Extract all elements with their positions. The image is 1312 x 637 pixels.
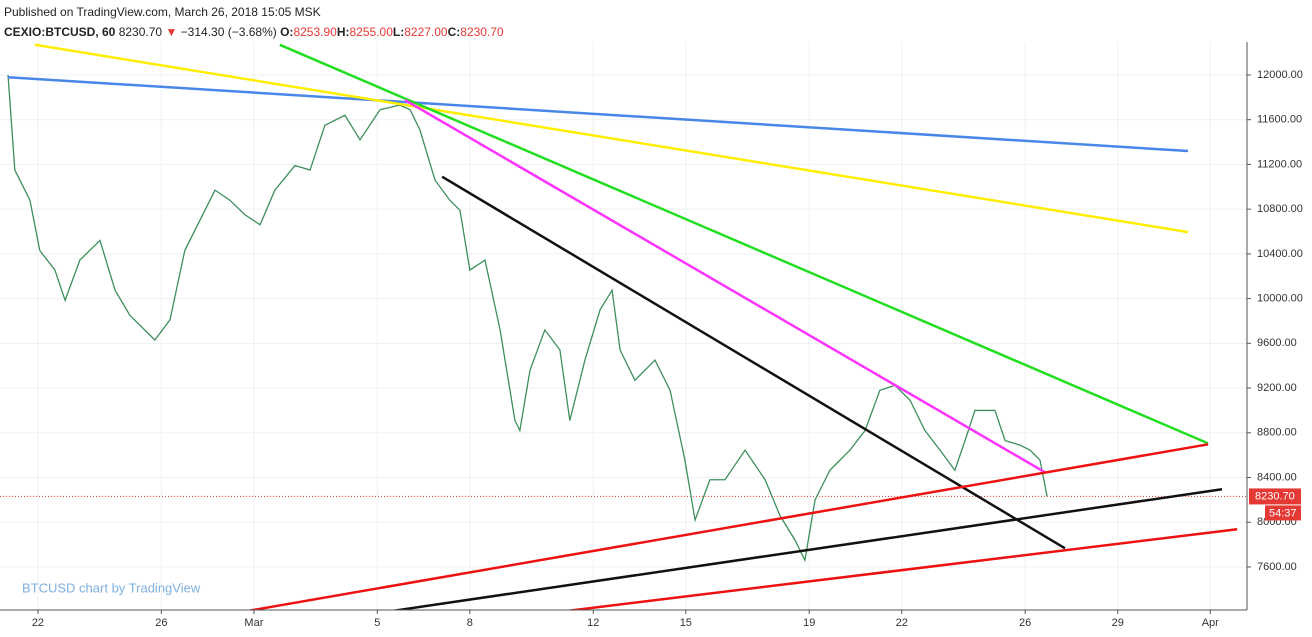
- ohlc-label: L:: [392, 25, 405, 39]
- x-tick-label: 29: [1112, 617, 1124, 629]
- x-tick-label: 12: [587, 617, 599, 629]
- y-tick-label: 9200.00: [1257, 382, 1297, 394]
- trend-line: [404, 99, 1046, 474]
- x-tick-label: Mar: [244, 617, 263, 629]
- trend-line: [279, 43, 1209, 445]
- ohlc: O:8253.90H:8255.00L:8227.00C:8230.70: [280, 25, 504, 39]
- published-line: Published on TradingView.com, March 26, …: [4, 5, 321, 19]
- ohlc-label: H:: [336, 25, 350, 39]
- price-line: [7, 74, 1048, 563]
- y-tick-label: 9600.00: [1257, 337, 1297, 349]
- y-tick-label: 11600.00: [1257, 114, 1302, 126]
- trend-line: [569, 528, 1238, 610]
- x-tick-label: 19: [803, 617, 815, 629]
- countdown-label: 54:37: [1269, 507, 1297, 519]
- trend-line: [441, 175, 1066, 550]
- y-tick-label: 8800.00: [1257, 427, 1297, 439]
- plot: BTCUSD chart by TradingView: [0, 43, 1247, 610]
- ohlc-value: 8230.70: [460, 25, 504, 39]
- y-tick-label: 7600.00: [1257, 561, 1297, 573]
- axes: 7600.008000.008400.008800.009200.009600.…: [32, 69, 1303, 629]
- y-tick-label: 8400.00: [1257, 471, 1297, 483]
- trend-line: [249, 443, 1209, 610]
- quote-line: CEXIO:BTCUSD, 60 8230.70 ▼ −314.30 (−3.6…: [4, 22, 504, 42]
- last-price-tag: [1249, 488, 1301, 505]
- symbol: CEXIO:BTCUSD, 60: [4, 25, 116, 39]
- x-tick-label: 26: [155, 617, 167, 629]
- ohlc-label: O:: [280, 25, 294, 39]
- y-tick-label: 10800.00: [1257, 203, 1303, 215]
- y-tick-label: 12000.00: [1257, 69, 1303, 81]
- trend-line: [7, 75, 1189, 153]
- x-tick-label: 15: [680, 617, 692, 629]
- ohlc-value: 8255.00: [349, 25, 393, 39]
- ohlc-label: C:: [447, 25, 461, 39]
- trend-line: [394, 488, 1223, 610]
- y-tick-label: 10400.00: [1257, 248, 1303, 260]
- x-tick-label: 8: [467, 617, 473, 629]
- y-tick-label: 11200.00: [1257, 158, 1302, 170]
- last: 8230.70: [118, 25, 163, 39]
- header: Published on TradingView.com, March 26, …: [4, 2, 504, 42]
- x-tick-label: Apr: [1202, 617, 1219, 629]
- x-tick-label: 5: [374, 617, 380, 629]
- countdown-tag: [1265, 505, 1301, 521]
- trend-line: [34, 43, 1189, 234]
- change: −314.30 (−3.68%): [180, 25, 277, 39]
- ohlc-value: 8227.00: [404, 25, 448, 39]
- y-tick-label: 10000.00: [1257, 293, 1303, 305]
- ohlc-value: 8253.90: [293, 25, 337, 39]
- x-tick-label: 22: [32, 617, 44, 629]
- x-tick-label: 26: [1019, 617, 1031, 629]
- arrow: ▼: [165, 25, 178, 39]
- grid: [0, 42, 1247, 610]
- x-tick-label: 22: [896, 617, 908, 629]
- watermark: BTCUSD chart by TradingView: [22, 580, 201, 595]
- last-price-label: 8230.70: [1255, 490, 1295, 502]
